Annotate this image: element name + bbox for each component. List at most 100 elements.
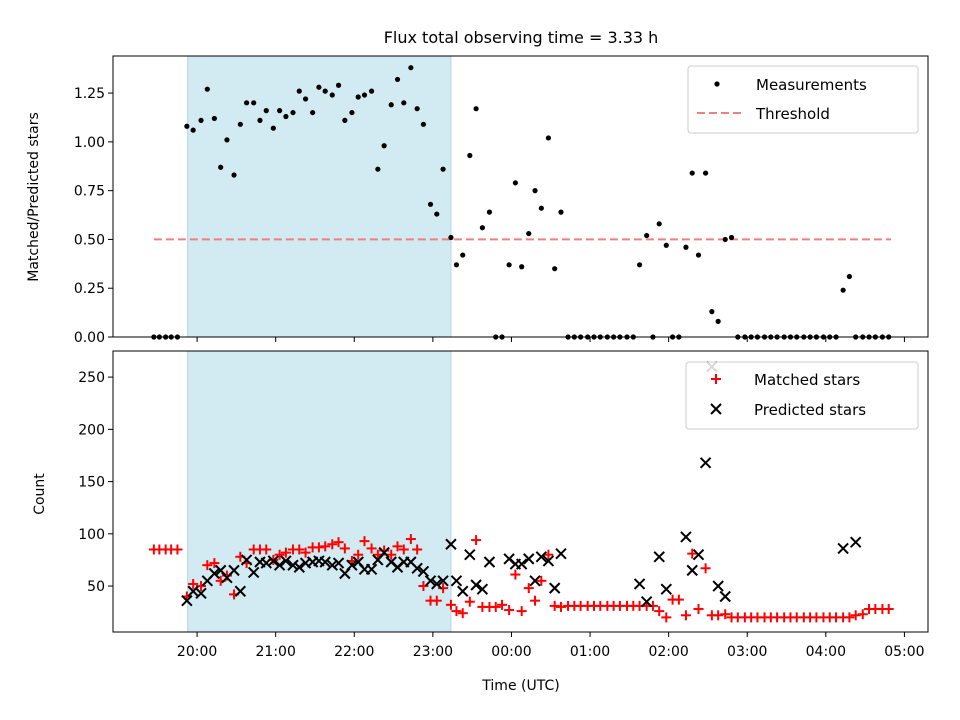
matched-star-point (490, 601, 501, 612)
matched-star-point (418, 581, 429, 592)
measurement-point (375, 166, 381, 172)
predicted-star-point (319, 556, 331, 568)
y-tick-label: 200 (78, 422, 105, 438)
predicted-star-point-b (712, 580, 724, 592)
legend-matched-label: Matched stars (754, 371, 860, 389)
bottom-panel-frame (112, 350, 929, 633)
matched-star-point (673, 594, 684, 605)
legend-measurements-label: Measurements (756, 76, 867, 94)
predicted-star-point (686, 564, 698, 577)
x-tick-label: 00:00 (491, 644, 531, 660)
predicted-star-point (326, 559, 338, 571)
observing-span-shade (187, 350, 452, 633)
measurement-point (184, 123, 190, 129)
predicted-star-point (346, 559, 358, 571)
predicted-star-point-b (228, 564, 240, 577)
measurement-point (218, 164, 224, 170)
y-tick-label: 100 (78, 527, 105, 543)
x-tick-label: 02:00 (648, 644, 688, 660)
measurement-point (251, 100, 257, 106)
matched-star-point (366, 543, 377, 554)
matched-star-point (516, 606, 527, 617)
bottom-panel-observing-span (187, 350, 452, 633)
y-tick-label: 150 (78, 475, 105, 491)
predicted-star-point (445, 538, 457, 550)
measurement-point (552, 266, 558, 272)
predicted-star-point-b (633, 578, 646, 590)
bottom-panel-y-axis: 50 100 150 200 250 (78, 370, 113, 595)
predicted-star-point (450, 575, 463, 587)
predicted-star-point (712, 580, 724, 592)
predicted-star-point-b (548, 582, 561, 594)
measurement-point (224, 137, 230, 143)
matched-star-point (693, 604, 704, 615)
predicted-star-point-b (445, 538, 457, 550)
predicted-star-point-b (660, 583, 672, 595)
x-tick-label: 01:00 (570, 644, 610, 660)
matched-star-point (333, 537, 344, 548)
predicted-star-point (660, 583, 672, 595)
predicted-star-point (411, 562, 423, 574)
measurement-point (368, 88, 375, 94)
matched-star-point (294, 544, 305, 555)
matched-star-point (536, 575, 547, 586)
predicted-star-point-b (346, 559, 358, 571)
measurement-point (519, 264, 525, 270)
predicted-star-point-b (476, 583, 489, 595)
predicted-star-point-b (542, 555, 555, 567)
legend-predicted-marker (710, 403, 722, 415)
predicted-star-point-b (680, 531, 692, 543)
y-tick-label: 0.50 (74, 232, 105, 248)
measurement-point (689, 170, 695, 176)
predicted-star-point-b (523, 553, 535, 565)
matched-star-point (464, 596, 475, 607)
predicted-star-point-b (837, 542, 849, 555)
predicted-star-point-b (529, 575, 541, 587)
predicted-star-point (280, 555, 292, 567)
measurement-point (361, 92, 368, 98)
measurement-point (434, 211, 440, 217)
measurement-point (715, 318, 721, 324)
measurement-point (244, 100, 250, 106)
measurement-point (663, 242, 669, 248)
matched-star-point (523, 583, 534, 594)
predicted-star-point (234, 585, 247, 597)
predicted-star-point (653, 551, 665, 563)
matched-star-point (202, 560, 213, 571)
legend-predicted-label: Predicted stars (754, 401, 866, 419)
measurement-point (448, 234, 454, 241)
predicted-star-point-b (411, 562, 423, 574)
predicted-star-point-b (260, 557, 272, 569)
y-tick-label: 1.00 (74, 135, 105, 151)
legend-threshold-label: Threshold (755, 105, 830, 123)
predicted-star-point (699, 457, 712, 469)
measurement-point (479, 225, 485, 231)
matched-star-point (339, 543, 350, 554)
matched-star-point (300, 547, 311, 558)
predicted-star-point (365, 563, 378, 576)
predicted-star-point-b (503, 553, 515, 565)
x-tick-label: 03:00 (727, 644, 767, 660)
measurement-point (290, 109, 296, 116)
matched-star-point (353, 549, 364, 560)
matched-star-point (530, 595, 541, 606)
predicted-star-point-b (240, 554, 253, 566)
predicted-star-point (417, 565, 430, 578)
measurement-point (636, 262, 643, 268)
matched-star-point (654, 606, 665, 617)
measurement-point (683, 244, 689, 250)
matched-star-point (850, 610, 861, 621)
matched-star-point (313, 542, 324, 553)
measurement-point (316, 84, 322, 90)
measurement-point (506, 262, 512, 268)
measurement-point (388, 102, 394, 108)
y-tick-label: 250 (78, 370, 105, 386)
bottom-legend-box (685, 361, 919, 430)
bottom-panel-y-label: Count (32, 473, 48, 515)
measurement-point (204, 86, 210, 92)
matched-star-point (457, 608, 468, 619)
measurement-point (381, 143, 387, 149)
measurement-point (190, 127, 196, 133)
measurement-point (440, 166, 446, 172)
